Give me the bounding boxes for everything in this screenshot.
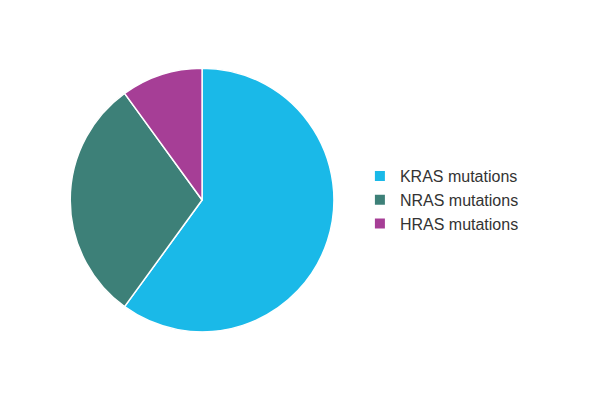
svg-text:NRAS mutations: NRAS mutations [400,192,518,209]
svg-text:KRAS mutations: KRAS mutations [400,168,517,185]
svg-text:HRAS mutations: HRAS mutations [400,216,518,233]
